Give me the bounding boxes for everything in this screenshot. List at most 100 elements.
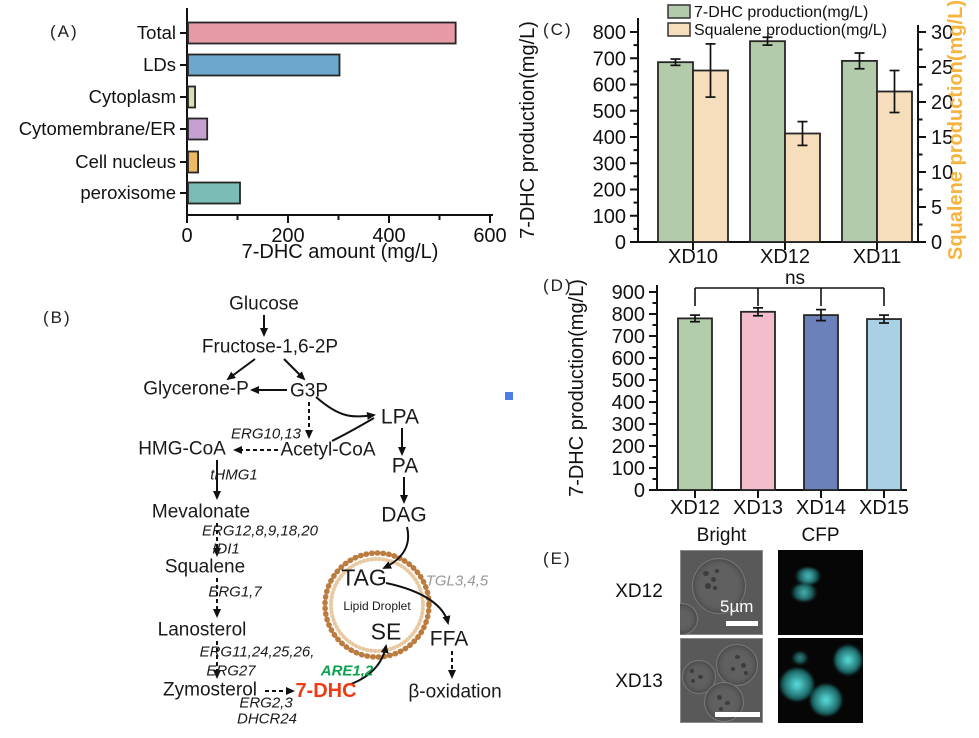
x-category-label: XD13 xyxy=(733,497,783,519)
panel-e-label: (E) xyxy=(543,549,572,568)
scale-bar xyxy=(715,712,760,717)
pathway-node-pa: PA xyxy=(391,454,419,478)
bar-xd14 xyxy=(803,314,839,491)
pathway-node-are1-2: ARE1,2 xyxy=(320,662,374,680)
bar-7dhc-xd10 xyxy=(657,61,694,243)
legend-swatch xyxy=(667,22,691,37)
cell xyxy=(716,644,758,686)
panel-d-label: (D) xyxy=(543,276,573,295)
right-tick-label: 20 xyxy=(931,92,953,114)
bar-xd15 xyxy=(866,318,902,491)
y-tick-label: 200 xyxy=(612,436,645,458)
bar-7dhc-xd12 xyxy=(749,40,786,243)
fluorescence-blob xyxy=(810,684,842,716)
y-axis-title: 7-DHC production(mg/L) xyxy=(566,279,588,497)
left-tick-label: 600 xyxy=(593,75,626,97)
dashed-arrows xyxy=(213,402,456,695)
pathway-node-lpa: LPA xyxy=(380,405,420,429)
left-tick-label: 700 xyxy=(593,48,626,70)
pathway-node-tag: TAG xyxy=(341,564,387,591)
fluorescence-blob xyxy=(780,668,814,701)
bar-squalene-xd12 xyxy=(784,132,821,243)
pathway-node-thmg1: tHMG1 xyxy=(210,466,258,484)
micrograph-xd13-cfp xyxy=(778,638,863,723)
pathway-node-g3p: G3P xyxy=(289,380,329,402)
row-label-xd12: XD12 xyxy=(615,581,663,602)
y-tick-label: 900 xyxy=(612,282,645,304)
bar-total xyxy=(187,21,457,45)
left-tick-label: 0 xyxy=(615,232,626,254)
pathway-node-erg11-24-25-26-: ERG11,24,25,26, xyxy=(199,643,315,661)
x-category-label: XD12 xyxy=(670,497,720,519)
bar-lds xyxy=(187,53,341,77)
bar-xd12 xyxy=(677,317,713,491)
panel-b: (B) xyxy=(0,260,512,738)
significance-label: ns xyxy=(785,270,805,289)
category-label: peroxisome xyxy=(80,182,176,203)
pathway-node-lipid-droplet: Lipid Droplet xyxy=(343,599,411,613)
x-tick-label: 0 xyxy=(181,225,192,247)
column-header-cfp: CFP xyxy=(801,525,840,546)
fluorescence-blob xyxy=(792,652,808,664)
left-tick-label: 100 xyxy=(593,206,626,228)
category-label: Cytomembrane/ER xyxy=(19,118,176,139)
y-tick-label: 100 xyxy=(612,458,645,480)
chart-a-7dhc-amount: Total LDs Cytoplasm Cytomembrane/ER Cell nuc… xyxy=(19,8,507,263)
pathway-node-erg10-13: ERG10,13 xyxy=(230,425,302,443)
pathway-node-idi1: IDI1 xyxy=(212,540,240,558)
solid-arrows xyxy=(213,315,451,685)
artifact-blue-square xyxy=(505,392,513,400)
pathway-node-ffa: FFA xyxy=(429,627,469,651)
x-category-label: XD10 xyxy=(668,246,718,268)
pathway-node-glycerone-p: Glycerone-P xyxy=(143,378,249,400)
chart-c-production: 0 100 200 300 400 500 600 700 800 0 5 10 15 20 25 30 XD1… xyxy=(517,0,967,268)
right-axis-title: Squalene production(mg/L) xyxy=(945,0,967,260)
bar-cytoplasm xyxy=(187,85,196,109)
pathway-node-glucose: Glucose xyxy=(229,293,299,315)
pathway-node-tgl3-4-5: TGL3,4,5 xyxy=(425,572,489,590)
arrow-fructose-glycerone xyxy=(226,358,256,381)
legend-swatch xyxy=(667,4,691,19)
arrow-fructose-g3p xyxy=(283,358,306,381)
pathway-arrows-layer xyxy=(213,315,456,695)
category-label: Cytoplasm xyxy=(89,86,176,107)
right-tick-label: 30 xyxy=(931,22,953,44)
pathway-node-hmg-coa: HMG-CoA xyxy=(138,438,226,460)
bar-peroxisome xyxy=(187,181,241,205)
y-tick-label: 400 xyxy=(612,392,645,414)
pathway-node-erg12-8-9-18-20: ERG12,8,9,18,20 xyxy=(202,522,318,540)
pathway-node-dhcr24: DHCR24 xyxy=(236,710,298,728)
right-tick-label: 10 xyxy=(931,162,953,184)
panel-c-label: (C) xyxy=(543,20,573,39)
pathway-node-acetyl-coa: Acetyl-CoA xyxy=(280,439,376,461)
y-tick-label: 500 xyxy=(612,370,645,392)
pathway-node-dag: DAG xyxy=(381,503,427,527)
cell xyxy=(692,558,746,614)
category-label: Total xyxy=(137,22,176,43)
y-tick-label: 800 xyxy=(612,304,645,326)
pathway-node-se: SE xyxy=(370,618,402,645)
pathway-node-7-dhc: 7-DHC xyxy=(295,680,357,702)
scale-bar-label: 5µm xyxy=(720,597,754,616)
panel-a: (A) Total LDs Cytoplasm Cytomembrane/ER Cell… xyxy=(0,0,510,263)
arrow-tag-ffa xyxy=(385,582,451,625)
arrow-dag-tag xyxy=(382,526,410,569)
arrow-acetyl-lpa xyxy=(331,417,375,442)
y-tick-label: 600 xyxy=(612,348,645,370)
x-tick-label: 200 xyxy=(271,225,304,247)
bar-squalene-xd11 xyxy=(876,90,913,243)
panel-a-label: (A) xyxy=(50,22,79,41)
column-header-bright: Bright xyxy=(696,525,747,546)
panel-d: (D) 0 100 200 300 400 500 600 700 800 900 XD12 XD13… xyxy=(510,268,979,525)
pathway-node-lanosterol: Lanosterol xyxy=(157,619,247,641)
micrograph-xd13-bright xyxy=(680,638,763,723)
pathway-node-erg27: ERG27 xyxy=(206,662,256,680)
cell xyxy=(680,603,698,635)
left-tick-label: 300 xyxy=(593,153,626,175)
x-tick-label: 400 xyxy=(372,225,405,247)
panel-c: (C) 0 100 200 300 400 500 600 700 800 0 5 10 15 20 25 3… xyxy=(510,0,979,272)
x-tick-label: 600 xyxy=(473,225,506,247)
bar-cytomembrane-er xyxy=(187,117,209,141)
